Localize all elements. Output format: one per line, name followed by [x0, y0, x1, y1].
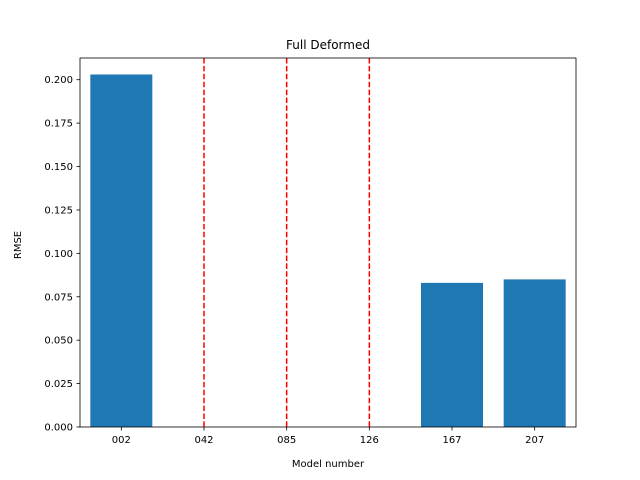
bar-207: [503, 279, 566, 427]
x-tick-label-167: 167: [442, 435, 461, 446]
plot-area: 002 042 085 126 167 207 0.000 0.025 0.050 0.075 0.…: [44, 57, 577, 446]
bar-002: [90, 74, 153, 428]
x-tick-label-042: 042: [194, 435, 213, 446]
y-tick-label-7: 0.175: [44, 119, 73, 130]
y-tick-label-4: 0.100: [44, 249, 73, 260]
x-axis-label: Model number: [292, 459, 365, 470]
y-tick-label-5: 0.125: [44, 205, 73, 216]
y-tick-label-6: 0.150: [44, 162, 73, 173]
x-tick-label-207: 207: [525, 435, 544, 446]
y-tick-label-1: 0.025: [44, 379, 73, 390]
x-tick-label-002: 002: [112, 435, 131, 446]
axes-frame: [79, 57, 577, 428]
y-axis-label: RMSE: [13, 231, 24, 259]
y-tick-label-8: 0.200: [44, 75, 73, 86]
y-tick-label-3: 0.075: [44, 292, 73, 303]
x-tick-label-085: 085: [277, 435, 296, 446]
x-tick-label-126: 126: [360, 435, 379, 446]
chart-title: Full Deformed: [286, 38, 370, 52]
bar-167: [421, 282, 483, 427]
y-tick-label-2: 0.050: [44, 336, 73, 347]
y-tick-label-0: 0.000: [44, 423, 73, 434]
